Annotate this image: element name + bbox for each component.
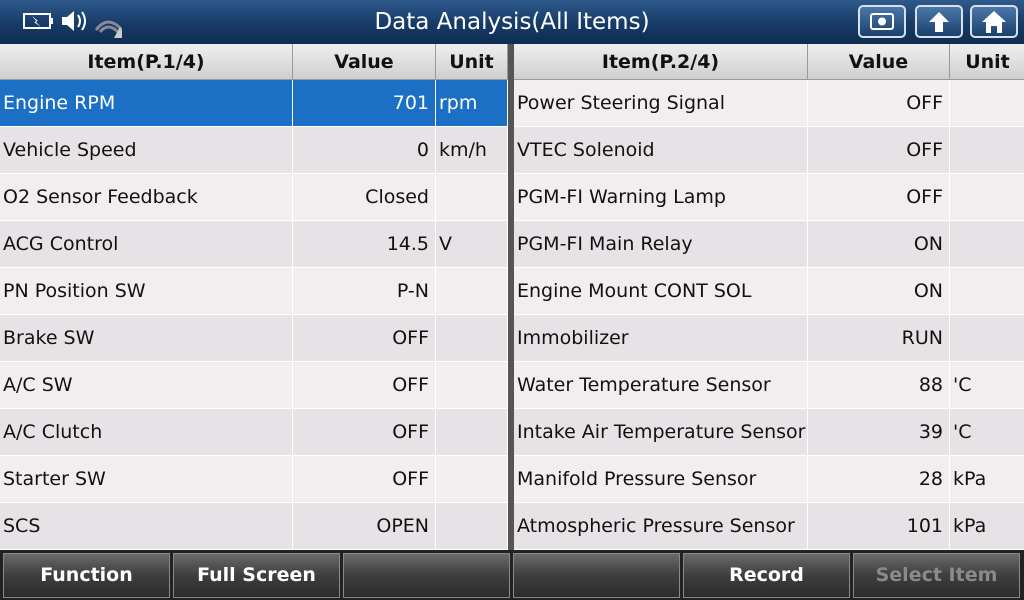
item-cell[interactable]: PGM-FI Warning Lamp (514, 174, 808, 221)
item-cell[interactable]: Vehicle Speed (0, 127, 293, 174)
unit-cell (436, 503, 508, 550)
item-cell[interactable]: A/C Clutch (0, 409, 293, 456)
unit-cell (950, 174, 1024, 221)
item-cell[interactable]: Power Steering Signal (514, 80, 808, 127)
select-item-button: Select Item (853, 553, 1020, 598)
column-header: Value (293, 44, 436, 80)
status-icons (23, 11, 122, 38)
item-cell[interactable]: Brake SW (0, 315, 293, 362)
divider (508, 44, 514, 550)
value-cell: OFF (808, 80, 950, 127)
unit-cell: rpm (436, 80, 508, 127)
column-header: Item(P.2/4) (514, 44, 808, 80)
unit-cell (436, 174, 508, 221)
value-cell: 0 (293, 127, 436, 174)
function-button[interactable]: Function (3, 553, 170, 598)
unit-cell: V (436, 221, 508, 268)
screenshot-button[interactable] (858, 5, 906, 38)
item-cell[interactable]: Starter SW (0, 456, 293, 503)
unit-cell: km/h (436, 127, 508, 174)
item-cell[interactable]: Atmospheric Pressure Sensor (514, 503, 808, 550)
column-header: Unit (950, 44, 1024, 80)
value-cell: 701 (293, 80, 436, 127)
value-cell: ON (808, 221, 950, 268)
value-cell: OFF (293, 315, 436, 362)
item-cell[interactable]: PN Position SW (0, 268, 293, 315)
value-cell: 28 (808, 456, 950, 503)
unit-cell: 'C (950, 362, 1024, 409)
item-cell[interactable]: Intake Air Temperature Sensor (514, 409, 808, 456)
unit-cell (436, 409, 508, 456)
item-cell[interactable]: ACG Control (0, 221, 293, 268)
item-cell[interactable]: O2 Sensor Feedback (0, 174, 293, 221)
column-header: Item(P.1/4) (0, 44, 293, 80)
value-cell: 101 (808, 503, 950, 550)
item-cell[interactable]: Engine Mount CONT SOL (514, 268, 808, 315)
item-cell[interactable]: Manifold Pressure Sensor (514, 456, 808, 503)
record-button[interactable]: Record (683, 553, 850, 598)
value-cell: RUN (808, 315, 950, 362)
item-cell[interactable]: Water Temperature Sensor (514, 362, 808, 409)
home-button[interactable] (970, 5, 1018, 38)
item-cell[interactable]: A/C SW (0, 362, 293, 409)
value-cell: OFF (808, 127, 950, 174)
value-cell: 14.5 (293, 221, 436, 268)
column-header: Unit (436, 44, 508, 80)
value-cell: Closed (293, 174, 436, 221)
unit-cell (436, 456, 508, 503)
full-screen-button[interactable]: Full Screen (173, 553, 340, 598)
empty-button[interactable] (513, 553, 680, 598)
empty-button[interactable] (343, 553, 510, 598)
value-cell: OFF (293, 456, 436, 503)
value-cell: OFF (293, 409, 436, 456)
back-button[interactable] (915, 5, 963, 38)
item-cell[interactable]: Immobilizer (514, 315, 808, 362)
item-cell[interactable]: Engine RPM (0, 80, 293, 127)
item-cell[interactable]: SCS (0, 503, 293, 550)
unit-cell (950, 315, 1024, 362)
unit-cell (436, 362, 508, 409)
unit-cell: kPa (950, 503, 1024, 550)
title: Data Analysis(All Items) (374, 9, 650, 35)
value-cell: OPEN (293, 503, 436, 550)
value-cell: 39 (808, 409, 950, 456)
value-cell: OFF (808, 174, 950, 221)
item-cell[interactable]: VTEC Solenoid (514, 127, 808, 174)
unit-cell (436, 268, 508, 315)
value-cell: 88 (808, 362, 950, 409)
value-cell: ON (808, 268, 950, 315)
unit-cell: kPa (950, 456, 1024, 503)
item-cell[interactable]: PGM-FI Main Relay (514, 221, 808, 268)
header-bar: Data Analysis(All Items) (0, 0, 1024, 44)
unit-cell (950, 127, 1024, 174)
unit-cell (950, 221, 1024, 268)
value-cell: OFF (293, 362, 436, 409)
value-cell: P-N (293, 268, 436, 315)
column-header: Value (808, 44, 950, 80)
unit-cell (436, 315, 508, 362)
unit-cell (950, 268, 1024, 315)
unit-cell: 'C (950, 409, 1024, 456)
unit-cell (950, 80, 1024, 127)
